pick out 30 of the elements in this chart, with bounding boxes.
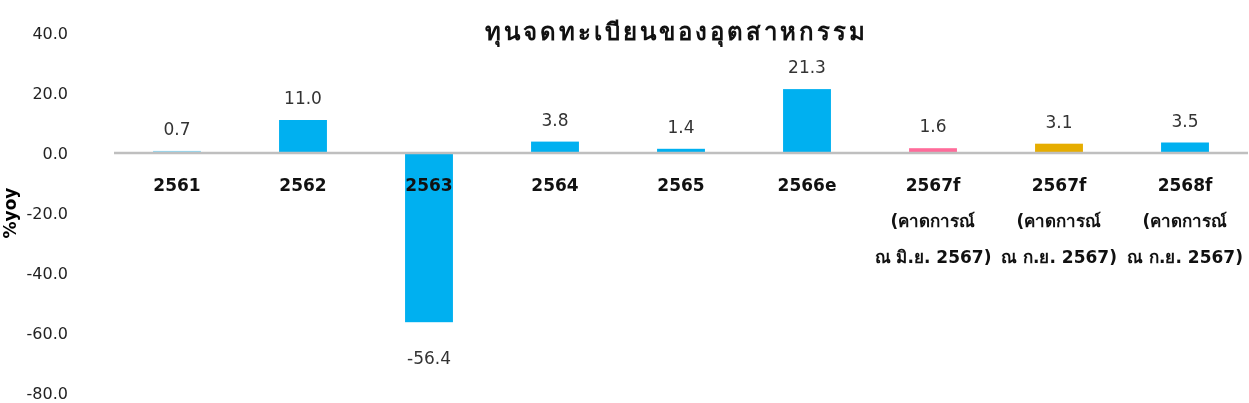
x-tick-label: 2564 [531, 175, 579, 195]
bar [783, 89, 831, 153]
data-label: -56.4 [407, 348, 451, 369]
data-label: 1.6 [919, 116, 947, 137]
y-tick-label: -80.0 [26, 384, 68, 403]
x-tick-label: 2566e [777, 175, 837, 195]
y-axis-title: %yoy [0, 187, 20, 239]
data-label: 0.7 [163, 118, 191, 139]
x-tick-label: 2562 [279, 175, 327, 195]
data-label: 1.4 [667, 116, 695, 137]
y-tick-label: 0.0 [42, 144, 68, 163]
x-tick-label: 2567f (คาดการณ์ ณ มิ.ย. 2567) [874, 175, 992, 267]
data-label: 21.3 [788, 57, 826, 78]
bar [279, 120, 327, 153]
data-label: 3.1 [1045, 111, 1073, 132]
x-tick-label: 2568f (คาดการณ์ ณ ก.ย. 2567) [1127, 175, 1243, 267]
x-tick-label: 2563 [405, 175, 453, 195]
y-tick-label: 40.0 [32, 24, 68, 43]
x-tick-label: 2567f (คาดการณ์ ณ ก.ย. 2567) [1001, 175, 1117, 267]
y-tick-label: -40.0 [26, 264, 68, 283]
chart-title: ทุนจดทะเบียนของอุตสาหกรรม [484, 18, 868, 48]
x-tick-label: 2565 [657, 175, 705, 195]
x-tick-label: 2561 [153, 175, 201, 195]
data-label: 3.8 [541, 109, 569, 130]
y-tick-label: -60.0 [26, 324, 68, 343]
data-label: 3.5 [1171, 110, 1199, 131]
data-label: 11.0 [284, 88, 322, 108]
y-tick-label: 20.0 [32, 84, 68, 103]
y-tick-label: -20.0 [26, 204, 68, 223]
bar [405, 153, 453, 323]
